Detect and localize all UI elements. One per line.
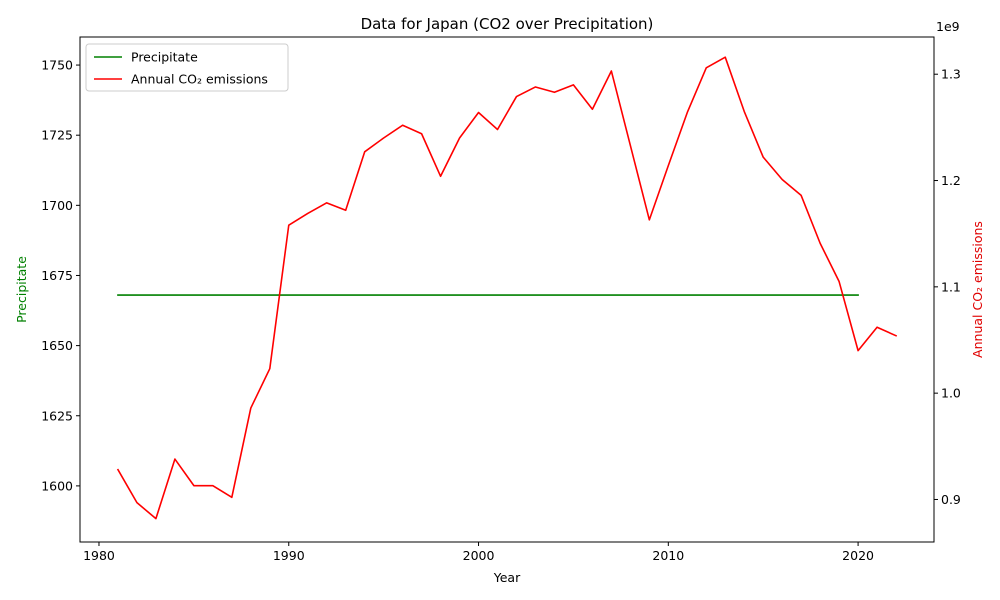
left-y-tick-label: 1625 <box>41 408 73 423</box>
right-axis-offset-text: 1e9 <box>936 19 960 34</box>
x-axis-label: Year <box>493 570 521 585</box>
left-y-tick-label: 1725 <box>41 128 73 143</box>
legend-label-precipitate: Precipitate <box>131 50 198 65</box>
left-y-axis-ticks: 1600 1625 1650 1675 1700 1725 1750 <box>41 58 80 493</box>
legend-box <box>85 43 289 92</box>
left-y-tick-label: 1675 <box>41 268 73 283</box>
right-y-axis-ticks: 0.9 1.0 1.1 1.2 1.3 <box>934 67 961 507</box>
x-tick-label: 1990 <box>273 548 305 563</box>
x-tick-label: 1980 <box>83 548 115 563</box>
left-y-tick-label: 1700 <box>41 198 73 213</box>
right-y-axis-label: Annual CO₂ emissions <box>970 221 985 358</box>
x-tick-label: 2010 <box>652 548 684 563</box>
x-tick-label: 2000 <box>463 548 495 563</box>
right-y-tick-label: 1.0 <box>941 386 961 401</box>
series-line-co2 <box>116 56 898 520</box>
series-layer <box>116 56 898 520</box>
chart-title: Data for Japan (CO2 over Precipitation) <box>361 15 654 33</box>
left-y-tick-label: 1600 <box>41 478 73 493</box>
right-y-tick-label: 0.9 <box>941 492 961 507</box>
legend-label-co2: Annual CO₂ emissions <box>131 72 268 87</box>
x-tick-label: 2020 <box>842 548 874 563</box>
left-y-tick-label: 1650 <box>41 338 73 353</box>
legend: Precipitate Annual CO₂ emissions <box>85 43 289 92</box>
right-y-tick-label: 1.2 <box>941 173 961 188</box>
left-y-tick-label: 1750 <box>41 58 73 73</box>
right-y-tick-label: 1.1 <box>941 279 961 294</box>
plot-area <box>79 36 935 543</box>
right-y-tick-label: 1.3 <box>941 67 961 82</box>
x-axis-ticks: 1980 1990 2000 2010 2020 <box>83 542 874 563</box>
left-y-axis-label: Precipitate <box>14 256 29 323</box>
